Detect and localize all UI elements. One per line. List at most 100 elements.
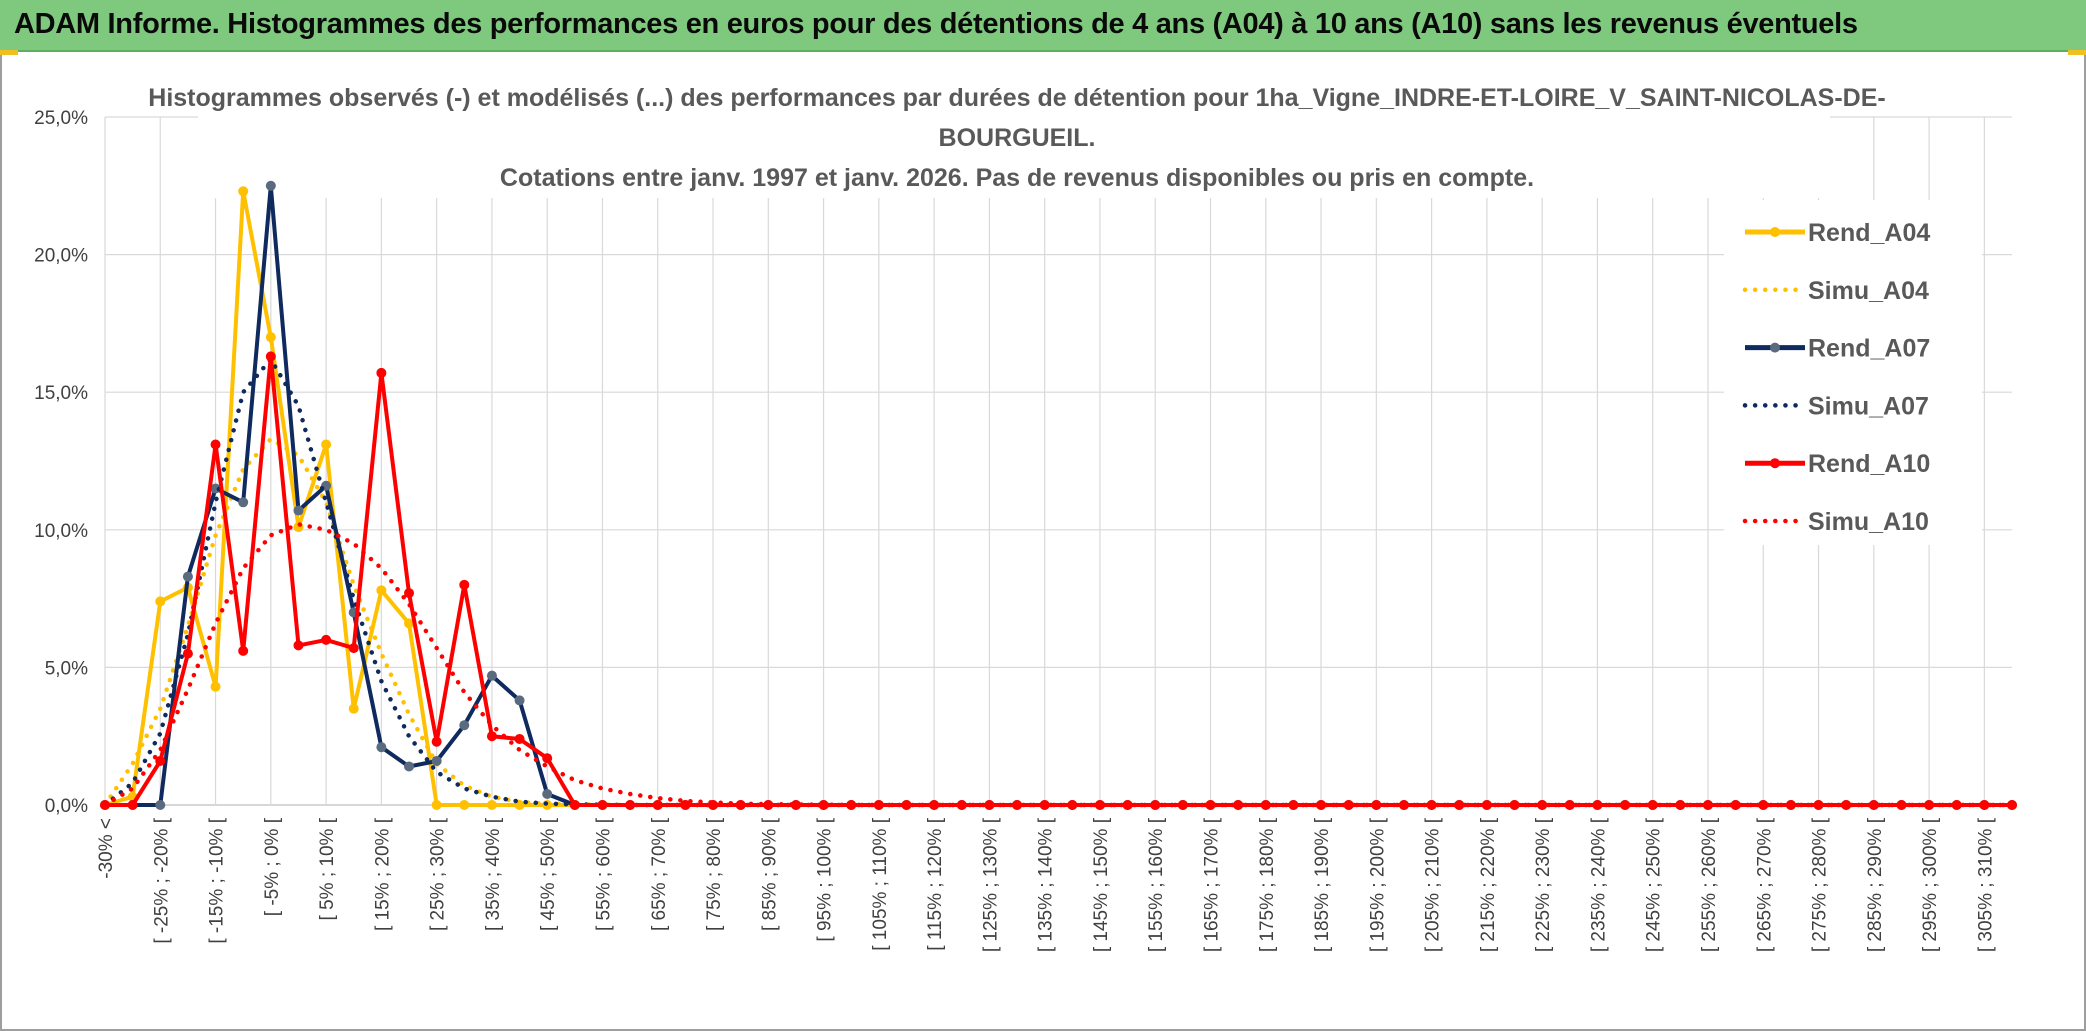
data-point bbox=[376, 585, 387, 596]
data-point bbox=[984, 800, 995, 810]
data-point bbox=[265, 180, 276, 191]
data-point bbox=[404, 761, 415, 772]
data-point bbox=[459, 579, 470, 590]
x-tick-label: [ 215% ; 220% [ bbox=[1478, 817, 1499, 952]
series-line-simu_a10 bbox=[102, 521, 2015, 808]
data-point bbox=[459, 720, 470, 731]
x-tick-label: [ 145% ; 150% [ bbox=[1091, 817, 1112, 952]
data-point bbox=[1537, 800, 1548, 810]
x-tick-label: [ 25% ; 30% [ bbox=[428, 817, 449, 931]
x-tick-label: [ 65% ; 70% [ bbox=[649, 817, 670, 931]
data-point bbox=[873, 800, 884, 810]
data-point bbox=[569, 800, 580, 810]
legend-label: Rend_A04 bbox=[1808, 219, 1930, 247]
x-tick-label: [ 175% ; 180% [ bbox=[1257, 817, 1278, 952]
data-point bbox=[1841, 800, 1852, 810]
x-tick-label: [ 255% ; 260% [ bbox=[1699, 817, 1720, 952]
x-tick-label: [ 135% ; 140% [ bbox=[1036, 817, 1057, 952]
data-point bbox=[1509, 800, 1520, 810]
y-axis-ticks: 0,0% 5,0% 10,0% 15,0% 20,0% 25,0% bbox=[34, 108, 88, 817]
report-banner: ADAM Informe. Histogrammes des performan… bbox=[0, 0, 2086, 52]
data-point bbox=[238, 645, 249, 656]
y-tick-label: 0,0% bbox=[45, 796, 88, 817]
data-point bbox=[1094, 800, 1105, 810]
x-tick-label: [ 285% ; 290% [ bbox=[1865, 817, 1886, 952]
chart-title-line-2: BOURGUEIL. bbox=[939, 124, 1096, 152]
chart-title-background bbox=[198, 76, 1830, 198]
x-tick-label: [ 5% ; 10% [ bbox=[317, 817, 338, 920]
data-point bbox=[182, 571, 193, 582]
x-tick-label: [ 75% ; 80% [ bbox=[704, 817, 725, 931]
data-point bbox=[1398, 800, 1409, 810]
data-point bbox=[1177, 800, 1188, 810]
x-tick-label: [ -25% ; -20% [ bbox=[151, 817, 172, 943]
x-tick-label: [ 195% ; 200% [ bbox=[1367, 817, 1388, 952]
data-point bbox=[265, 332, 276, 343]
x-tick-label: [ 85% ; 90% [ bbox=[759, 817, 780, 931]
x-tick-label: [ 95% ; 100% [ bbox=[815, 817, 836, 941]
data-point bbox=[182, 648, 193, 659]
data-point bbox=[1205, 800, 1216, 810]
series-line-rend_a10 bbox=[105, 354, 2012, 807]
series-line-simu_a04 bbox=[102, 436, 2015, 808]
data-point bbox=[486, 800, 497, 810]
x-tick-label: [ 265% ; 270% [ bbox=[1754, 817, 1775, 952]
data-point bbox=[542, 788, 553, 799]
data-point bbox=[680, 800, 691, 810]
data-point bbox=[348, 643, 359, 654]
data-point bbox=[431, 755, 442, 766]
data-point bbox=[238, 497, 249, 508]
data-point bbox=[293, 640, 304, 651]
legend-marker bbox=[1770, 458, 1780, 469]
data-point bbox=[1620, 800, 1631, 810]
x-tick-label: [ 185% ; 190% [ bbox=[1312, 817, 1333, 952]
data-point bbox=[2007, 800, 2017, 810]
data-point bbox=[1730, 800, 1741, 810]
corner-accent-left bbox=[0, 50, 18, 55]
data-point bbox=[376, 742, 387, 753]
data-point bbox=[376, 367, 387, 378]
legend-label: Rend_A10 bbox=[1808, 450, 1930, 478]
data-point bbox=[265, 351, 276, 362]
chart-title-line-3: Cotations entre janv. 1997 et janv. 2026… bbox=[500, 164, 1534, 192]
x-tick-label: [ 205% ; 210% [ bbox=[1423, 817, 1444, 952]
x-tick-label: [ 105% ; 110% [ bbox=[870, 817, 891, 950]
x-tick-label: [ 235% ; 240% [ bbox=[1588, 817, 1609, 952]
x-tick-label: [ -15% ; -10% [ bbox=[207, 817, 228, 943]
data-point bbox=[321, 439, 332, 450]
data-point bbox=[210, 681, 221, 692]
data-point bbox=[155, 596, 166, 607]
data-point bbox=[597, 800, 608, 810]
legend-label: Simu_A10 bbox=[1808, 508, 1929, 536]
data-point bbox=[486, 731, 497, 742]
data-point bbox=[210, 439, 221, 450]
x-tick-label: [ -5% ; 0% [ bbox=[262, 817, 283, 916]
data-point bbox=[155, 800, 166, 810]
corner-accent-right bbox=[2068, 50, 2086, 55]
data-point bbox=[404, 588, 415, 599]
legend-label: Rend_A07 bbox=[1808, 335, 1930, 363]
legend-marker bbox=[1770, 342, 1780, 353]
data-point bbox=[459, 800, 470, 810]
y-tick-label: 20,0% bbox=[34, 246, 88, 267]
x-tick-label: -30% < bbox=[96, 818, 117, 879]
x-tick-label: [ 55% ; 60% [ bbox=[593, 817, 614, 931]
data-point bbox=[514, 733, 525, 744]
data-point bbox=[1012, 800, 1023, 810]
y-tick-label: 15,0% bbox=[34, 383, 88, 404]
data-point bbox=[1426, 800, 1437, 810]
data-point bbox=[1288, 800, 1299, 810]
y-tick-label: 25,0% bbox=[34, 108, 88, 129]
x-tick-label: [ 35% ; 40% [ bbox=[483, 817, 504, 931]
x-tick-label: [ 125% ; 130% [ bbox=[980, 817, 1001, 952]
x-tick-label: [ 305% ; 310% [ bbox=[1975, 817, 1996, 952]
x-tick-label: [ 275% ; 280% [ bbox=[1810, 817, 1831, 952]
legend-background bbox=[1724, 200, 1982, 545]
data-point bbox=[652, 800, 663, 810]
data-point bbox=[238, 186, 249, 197]
chart-title-line-1: Histogrammes observés (-) et modélisés (… bbox=[148, 84, 1885, 112]
data-point bbox=[1951, 800, 1962, 810]
data-point bbox=[404, 618, 415, 629]
legend-label: Simu_A04 bbox=[1808, 277, 1929, 305]
